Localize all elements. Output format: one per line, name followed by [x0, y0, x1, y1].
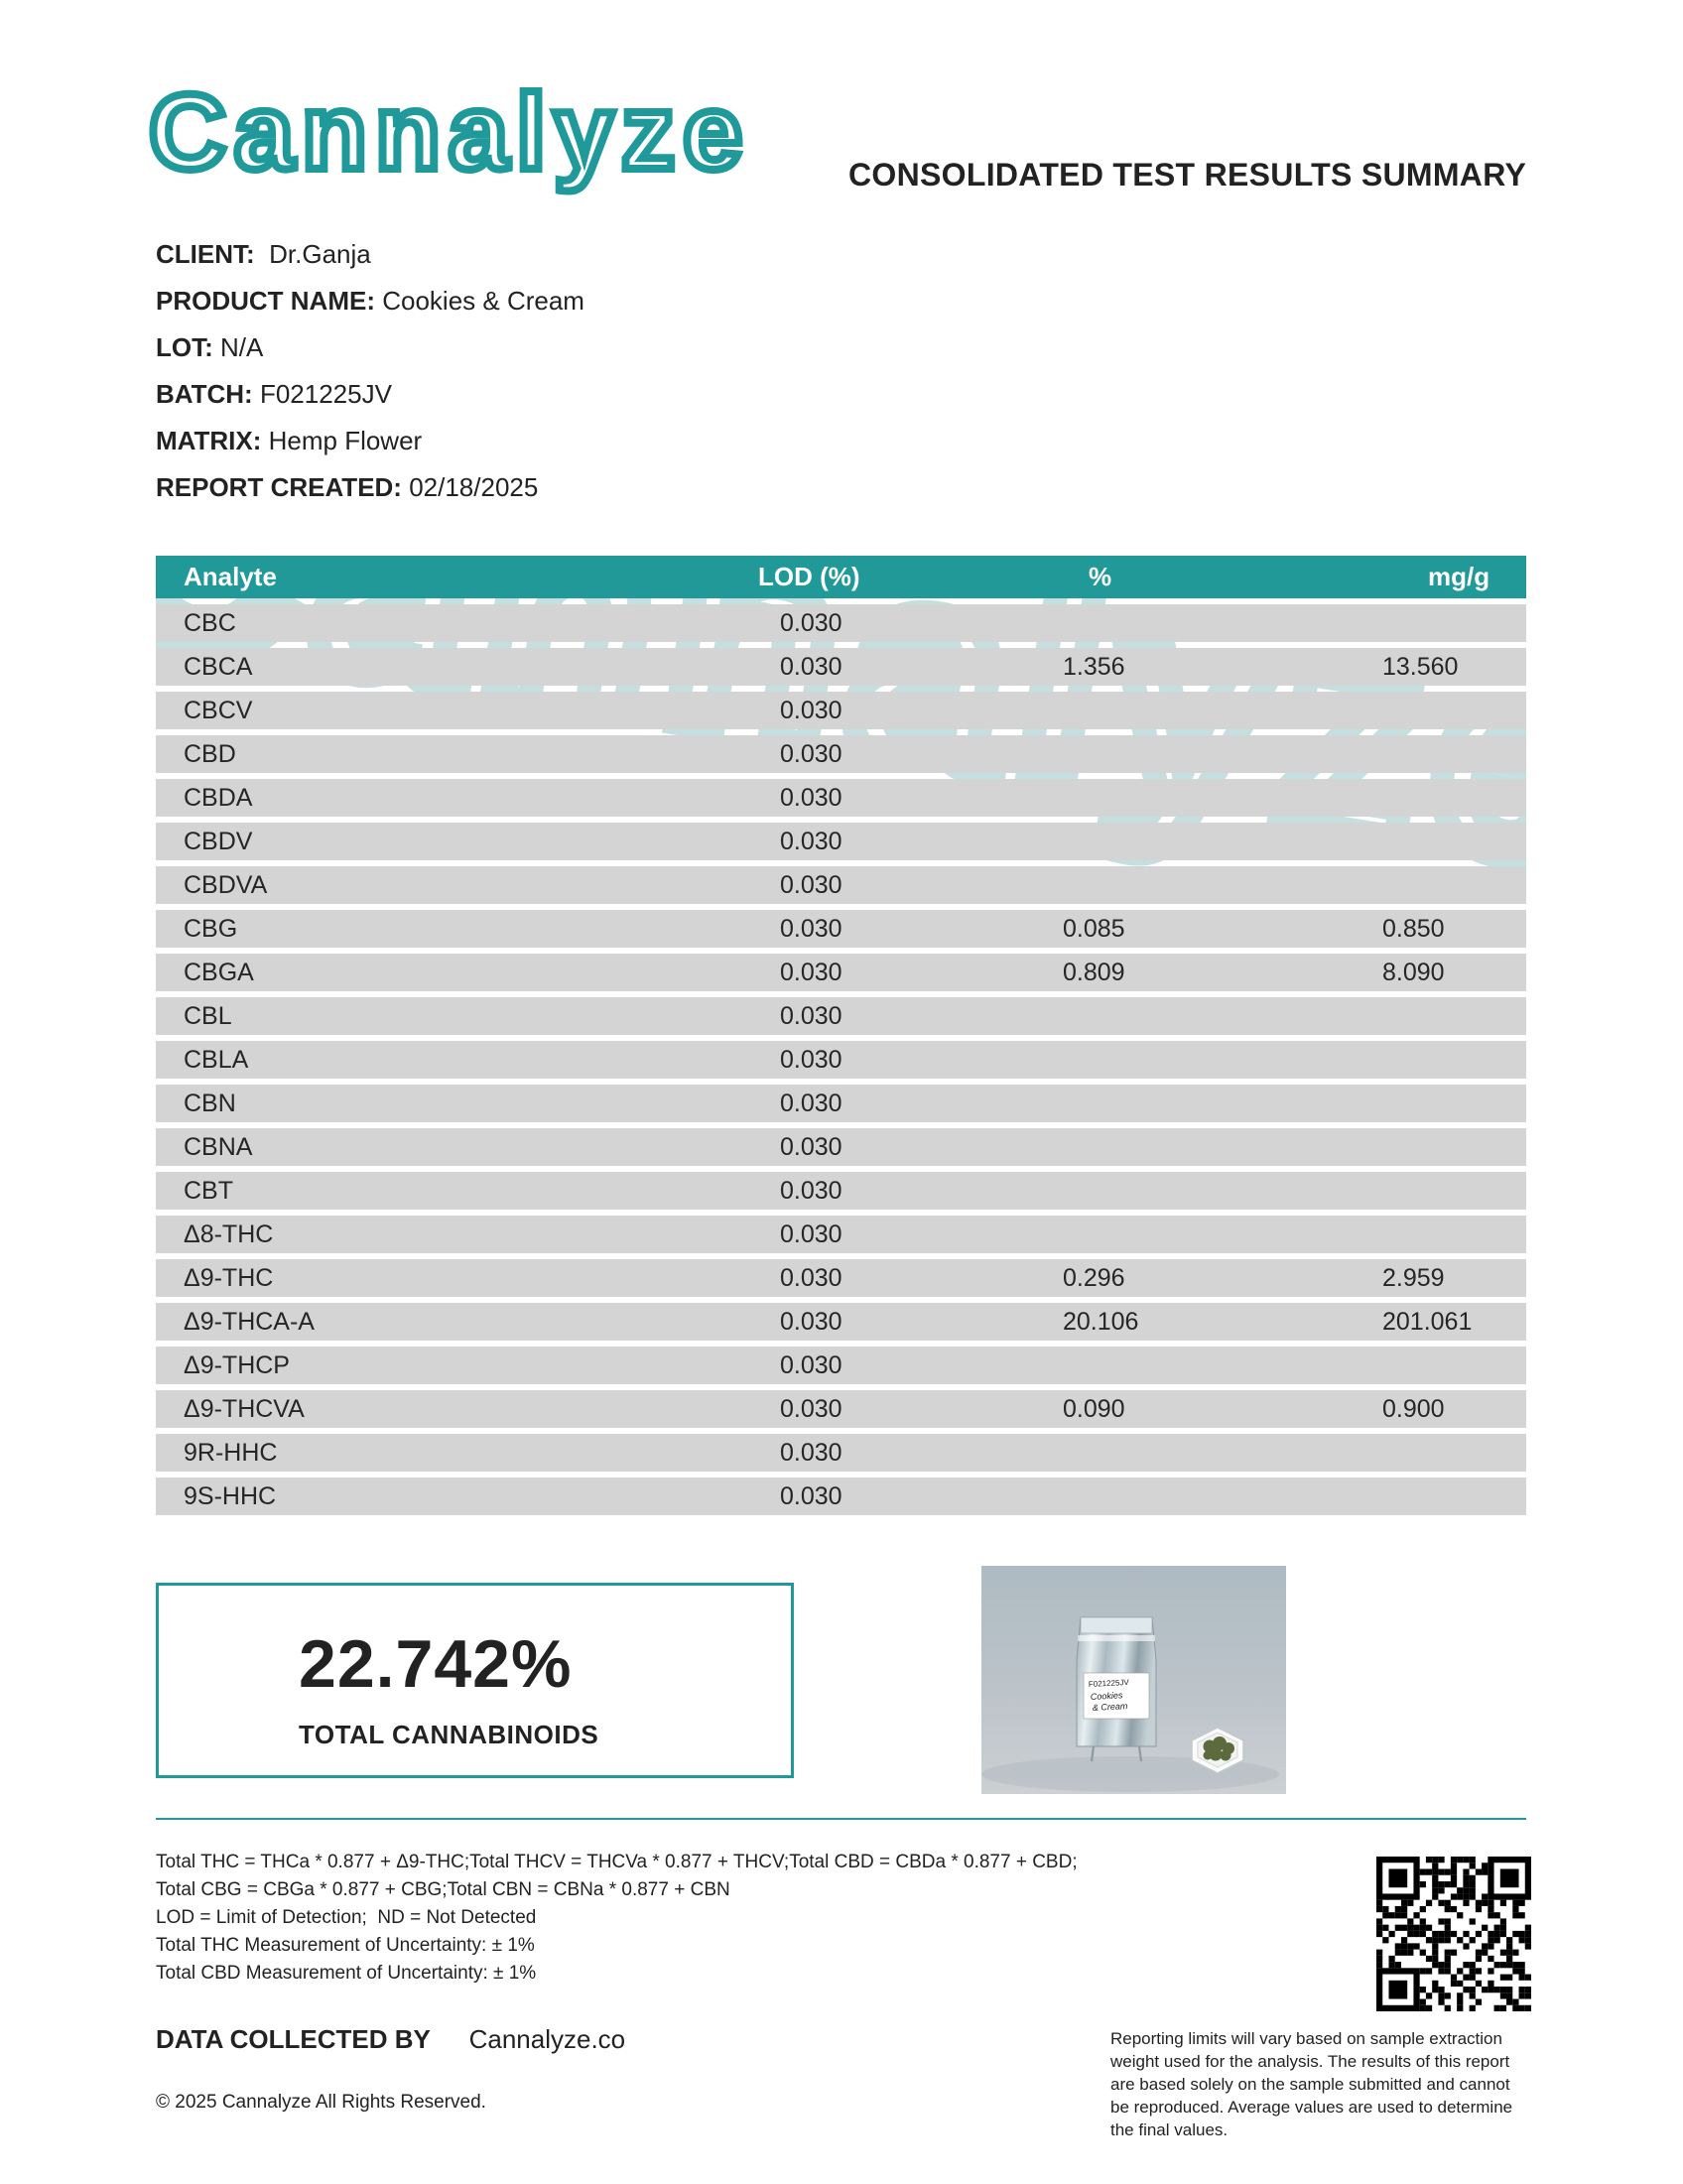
svg-text:Cookies: Cookies — [1091, 1690, 1123, 1702]
svg-text:& Cream: & Cream — [1093, 1701, 1128, 1713]
